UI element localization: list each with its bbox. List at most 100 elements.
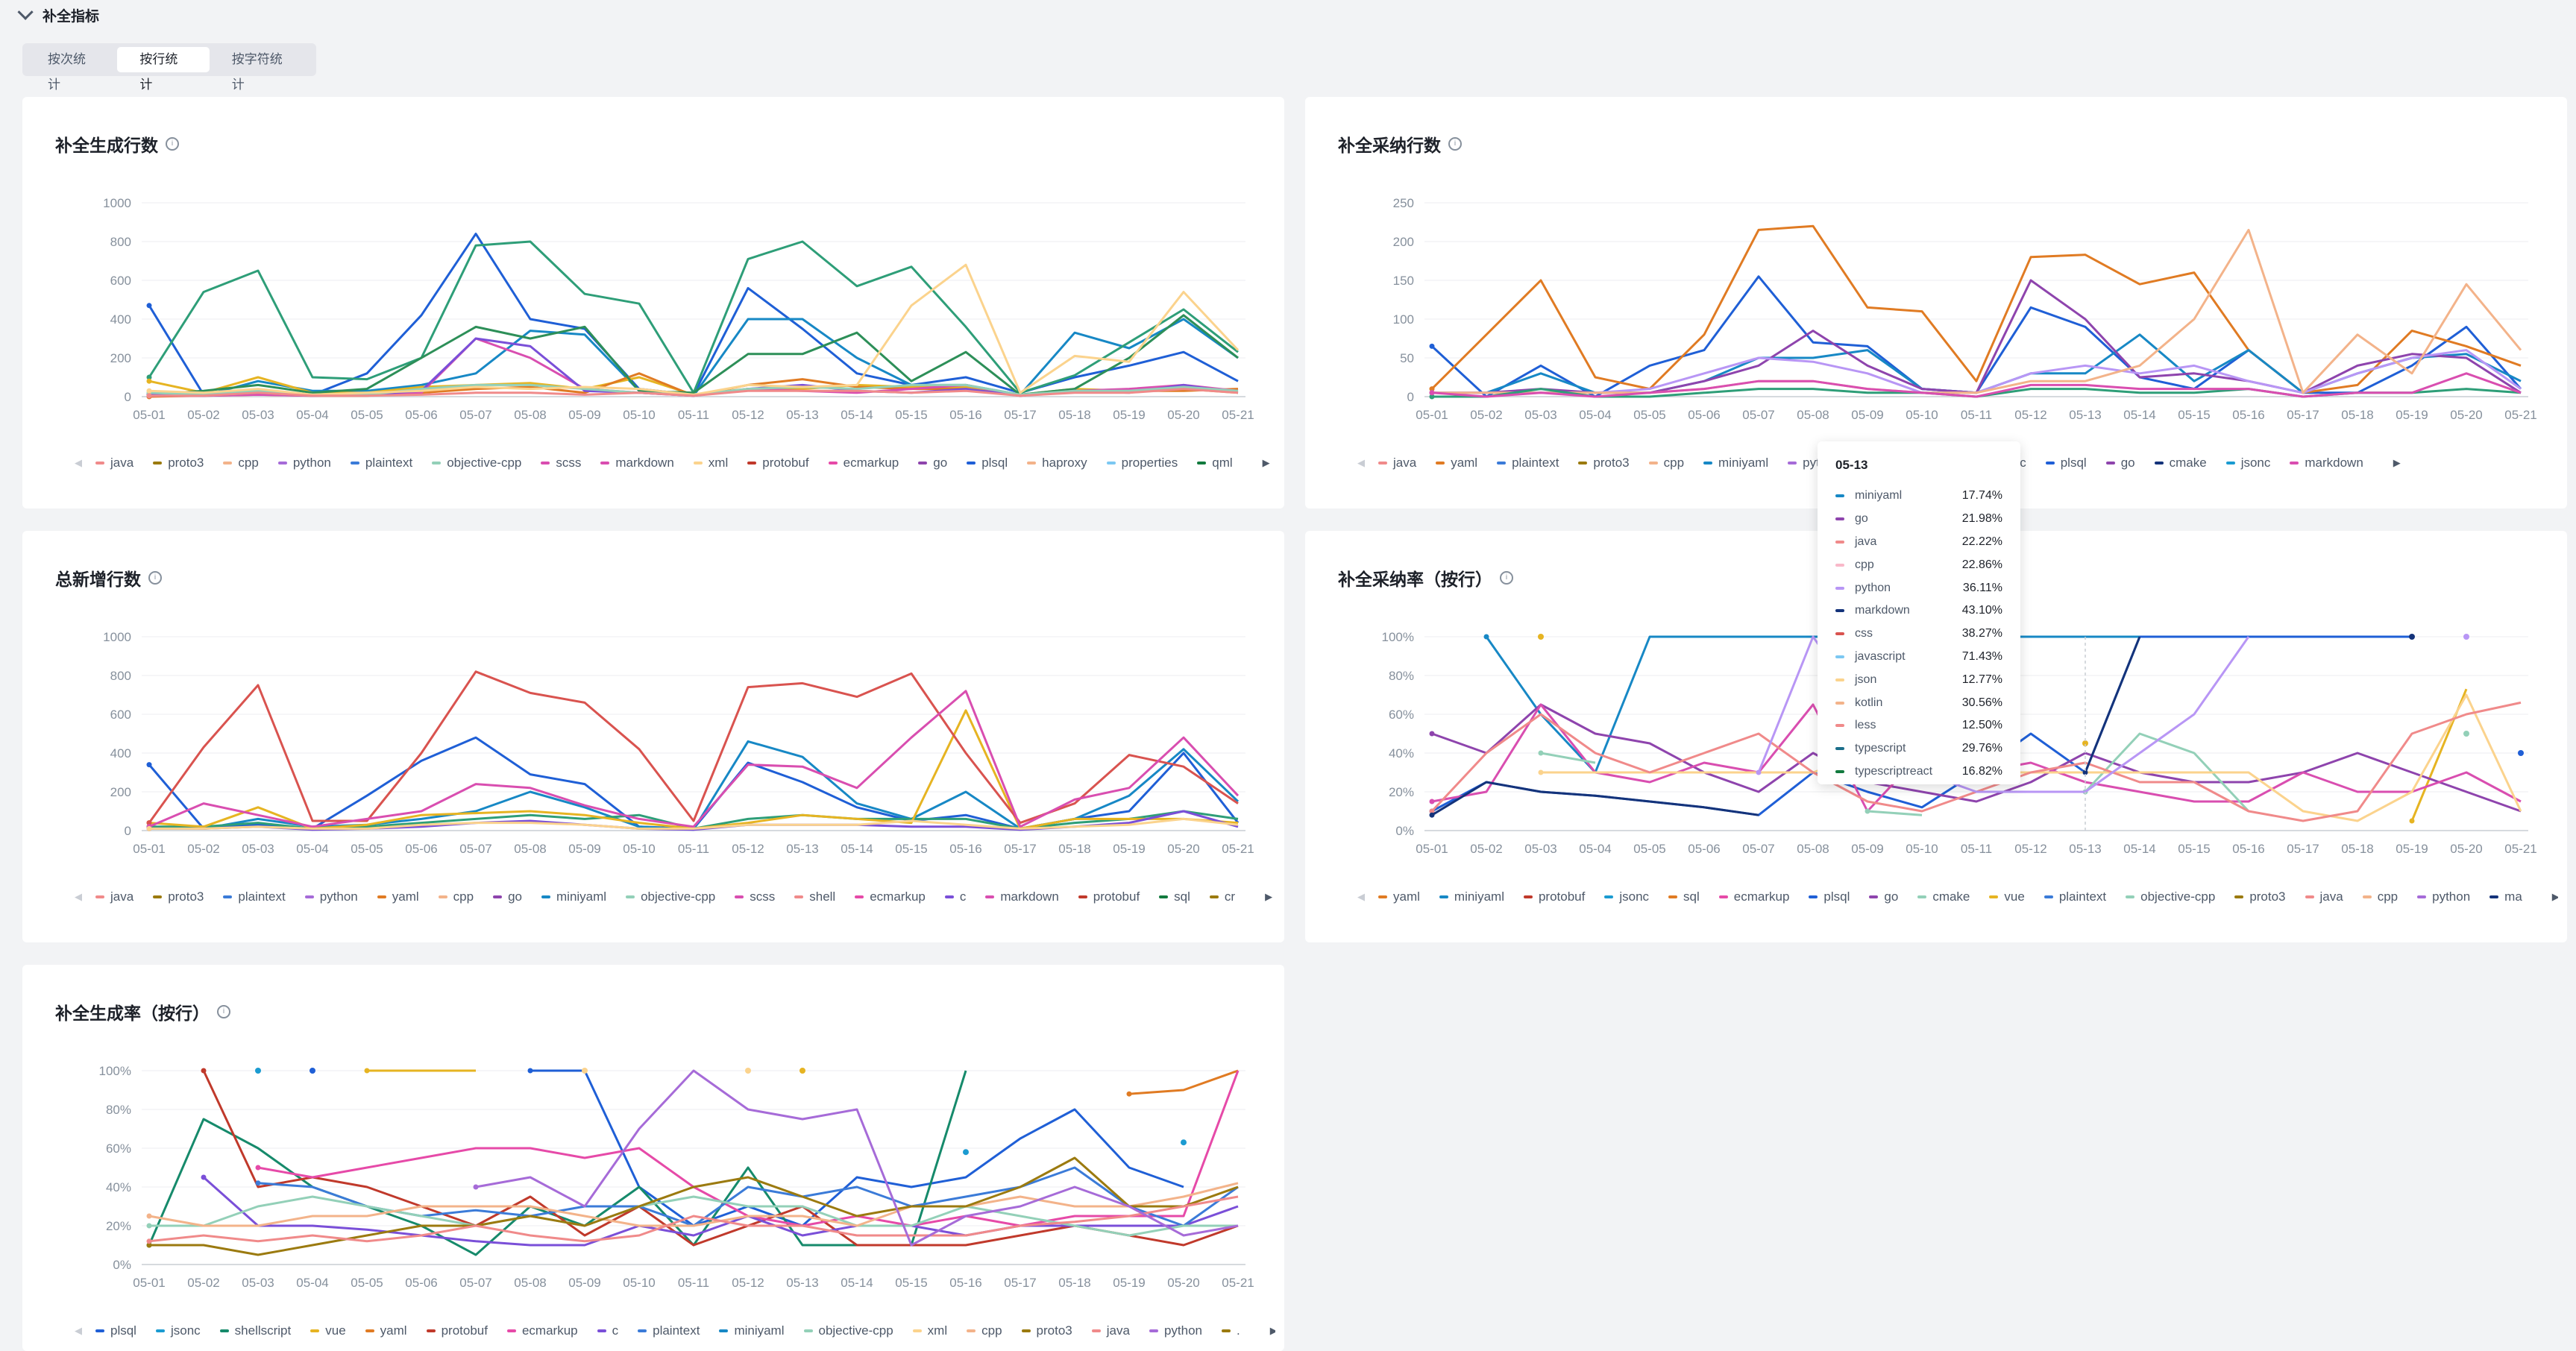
legend-item[interactable]: yaml	[365, 1323, 407, 1338]
info-icon[interactable]: i	[148, 571, 162, 585]
legend-item[interactable]: vue	[310, 1323, 346, 1338]
legend-item[interactable]: properties	[1106, 456, 1178, 470]
legend-item[interactable]: protobuf	[747, 456, 809, 470]
legend-label: sql	[1174, 889, 1190, 904]
legend-item[interactable]: proto3	[1021, 1323, 1072, 1338]
legend-item[interactable]: objective-cpp	[2126, 889, 2215, 904]
legend-item[interactable]: protobuf	[426, 1323, 488, 1338]
legend-next-icon[interactable]: ▶	[1269, 1325, 1275, 1336]
legend-item[interactable]: xml	[912, 1323, 947, 1338]
legend-item[interactable]: proto3	[153, 456, 204, 470]
legend-item[interactable]: sql	[1159, 889, 1190, 904]
legend-item[interactable]: jsonc	[2225, 456, 2270, 470]
legend-item[interactable]: plaintext	[638, 1323, 700, 1338]
chevron-down-icon[interactable]	[17, 4, 34, 20]
legend-item[interactable]: scss	[735, 889, 775, 904]
legend-prev-icon[interactable]: ◀	[1357, 457, 1365, 468]
legend-item[interactable]: shell	[794, 889, 835, 904]
legend-item[interactable]: miniyaml	[541, 889, 606, 904]
legend-item[interactable]: cpp	[223, 456, 259, 470]
tab-by-char[interactable]: 按字符统计	[231, 52, 283, 92]
legend-item[interactable]: miniyaml	[1439, 889, 1504, 904]
legend-item[interactable]: python	[2417, 889, 2470, 904]
legend-item[interactable]: xml	[693, 456, 728, 470]
legend-item[interactable]: shellscript	[219, 1323, 291, 1338]
legend-item[interactable]: cpp	[2362, 889, 2398, 904]
legend-item[interactable]: go	[493, 889, 522, 904]
section-header[interactable]: 补全指标	[17, 3, 99, 27]
legend-item[interactable]: cr	[1209, 889, 1235, 904]
legend-item[interactable]: plaintext	[223, 889, 286, 904]
legend-item[interactable]: proto3	[153, 889, 204, 904]
tab-by-count[interactable]: 按次统计	[48, 52, 86, 92]
legend-prev-icon[interactable]: ◀	[1357, 891, 1365, 902]
legend-item[interactable]: ecmarkup	[855, 889, 926, 904]
tab-by-line[interactable]: 按行统计	[117, 47, 210, 92]
legend-item[interactable]: proto3	[1578, 456, 1630, 470]
legend-item[interactable]: cpp	[438, 889, 474, 904]
legend-item[interactable]: go	[2105, 456, 2135, 470]
legend-item[interactable]: miniyaml	[1703, 456, 1768, 470]
legend-item[interactable]: jsonc	[1604, 889, 1649, 904]
legend-item[interactable]: python	[1149, 1323, 1202, 1338]
legend-item[interactable]: yaml	[1436, 456, 1477, 470]
legend-prev-icon[interactable]: ◀	[75, 891, 82, 902]
legend-item[interactable]: plsql	[95, 1323, 136, 1338]
legend-item[interactable]: yaml	[1378, 889, 1420, 904]
legend-item[interactable]: qml	[1197, 456, 1233, 470]
legend-item[interactable]: cpp	[967, 1323, 1002, 1338]
legend-prev-icon[interactable]: ◀	[75, 1325, 82, 1336]
legend-item[interactable]: yaml	[377, 889, 419, 904]
legend-item[interactable]: scss	[541, 456, 581, 470]
legend-next-icon[interactable]: ▶	[2551, 891, 2558, 902]
legend-item[interactable]: go	[1869, 889, 1898, 904]
legend-item[interactable]: jsonc	[155, 1323, 201, 1338]
legend-item[interactable]: miniyaml	[719, 1323, 785, 1338]
legend-item[interactable]: cmake	[1917, 889, 1970, 904]
legend-prev-icon[interactable]: ◀	[75, 457, 82, 468]
legend-item[interactable]: sql	[1668, 889, 1700, 904]
legend-item[interactable]: c	[597, 1323, 618, 1338]
legend-item[interactable]: haproxy	[1027, 456, 1087, 470]
info-icon[interactable]: i	[166, 137, 179, 151]
legend-item[interactable]: .	[1221, 1323, 1240, 1338]
legend-item[interactable]: plaintext	[350, 456, 412, 470]
legend-item[interactable]: plaintext	[2043, 889, 2106, 904]
legend-item[interactable]: java	[1378, 456, 1416, 470]
legend-item[interactable]: proto3	[2234, 889, 2286, 904]
legend-item[interactable]: java	[2305, 889, 2343, 904]
legend-item[interactable]: protobuf	[1523, 889, 1585, 904]
legend-item[interactable]: ecmarkup	[1718, 889, 1789, 904]
legend-item[interactable]: markdown	[985, 889, 1059, 904]
legend-item[interactable]: objective-cpp	[803, 1323, 893, 1338]
legend-item[interactable]: java	[95, 456, 133, 470]
legend-label: plsql	[2060, 456, 2087, 470]
legend-item[interactable]: java	[1091, 1323, 1130, 1338]
legend-item[interactable]: plsql	[1809, 889, 1850, 904]
legend-item[interactable]: python	[277, 456, 331, 470]
legend-item[interactable]: java	[95, 889, 133, 904]
legend-item[interactable]: python	[304, 889, 358, 904]
legend-item[interactable]: c	[944, 889, 966, 904]
legend-item[interactable]: plaintext	[1497, 456, 1559, 470]
legend-next-icon[interactable]: ▶	[2393, 457, 2401, 468]
legend-item[interactable]: ma	[2489, 889, 2522, 904]
legend-next-icon[interactable]: ▶	[1265, 891, 1273, 902]
legend-item[interactable]: protobuf	[1078, 889, 1140, 904]
legend-item[interactable]: vue	[1989, 889, 2025, 904]
legend-item[interactable]: objective-cpp	[432, 456, 521, 470]
info-icon[interactable]: i	[1448, 137, 1462, 151]
legend-item[interactable]: go	[918, 456, 947, 470]
legend-item[interactable]: ecmarkup	[506, 1323, 578, 1338]
legend-item[interactable]: cpp	[1648, 456, 1684, 470]
legend-item[interactable]: cmake	[2154, 456, 2207, 470]
legend-item[interactable]: objective-cpp	[626, 889, 715, 904]
legend-item[interactable]: plsql	[2045, 456, 2087, 470]
legend-item[interactable]: plsql	[967, 456, 1008, 470]
info-icon[interactable]: i	[1500, 571, 1513, 585]
info-icon[interactable]: i	[217, 1005, 230, 1018]
legend-item[interactable]: markdown	[600, 456, 674, 470]
legend-item[interactable]: markdown	[2290, 456, 2363, 470]
legend-item[interactable]: ecmarkup	[828, 456, 899, 470]
legend-next-icon[interactable]: ▶	[1262, 457, 1270, 468]
